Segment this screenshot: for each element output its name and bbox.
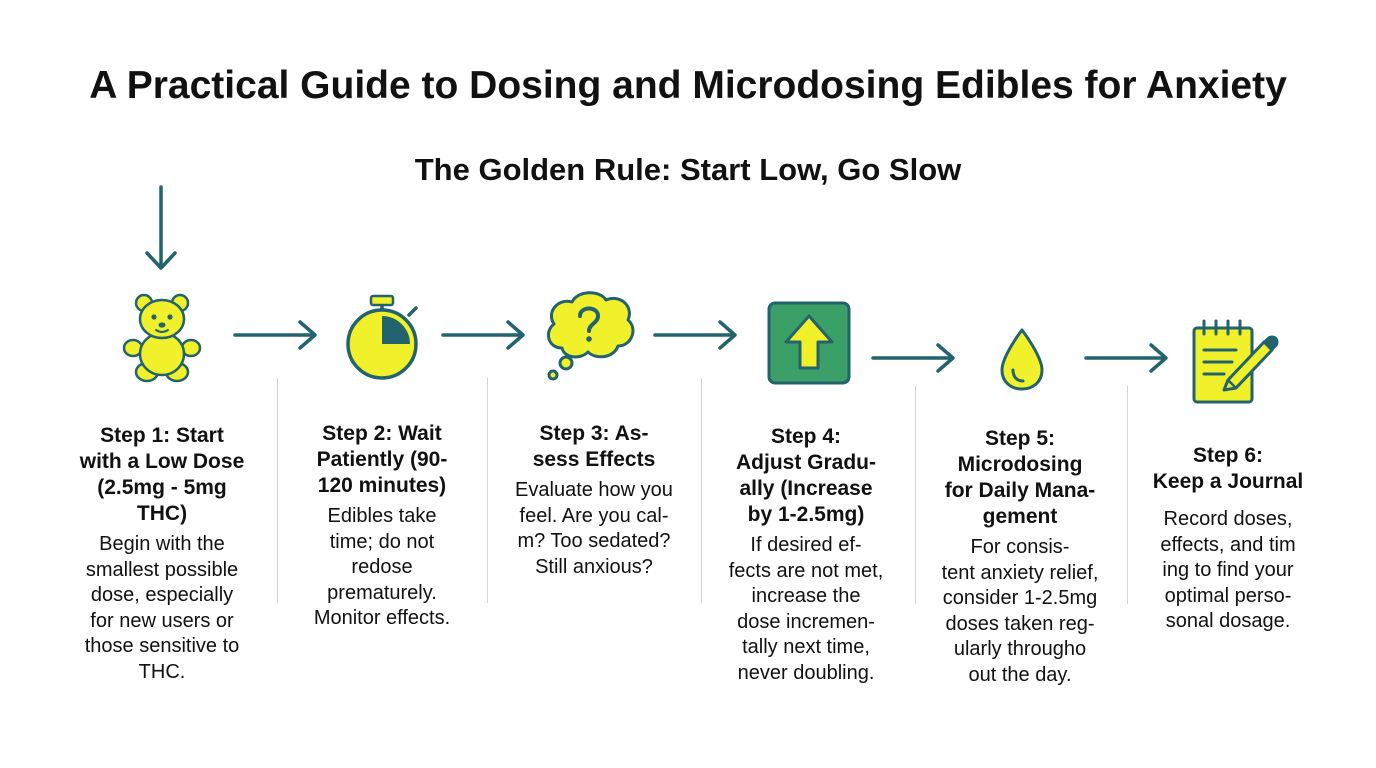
step-description: For consis- tent anxiety relief, conside…: [941, 536, 1099, 686]
step-title: Step 2: Wait Patiently (90- 120 minutes): [316, 422, 448, 497]
column-divider: [915, 386, 916, 604]
step-description: Edibles take time; do not redose prematu…: [313, 505, 451, 629]
step-title: Step 5: Microdosing for Daily Mana- geme…: [944, 427, 1096, 528]
flow-arrow-1: [233, 320, 317, 350]
step-description: Record doses, effects, and tim ing to fi…: [1160, 508, 1296, 632]
step-title: Step 4: Adjust Gradu- ally (Increase by …: [736, 425, 876, 526]
gummy-bear-icon: [122, 293, 202, 383]
droplet-icon: [1000, 328, 1044, 391]
step-4: Step 4: Adjust Gradu- ally (Increase by …: [706, 424, 906, 686]
flow-arrow-3: [653, 320, 737, 350]
step-5: Step 5: Microdosing for Daily Mana- geme…: [920, 426, 1120, 688]
column-divider: [701, 378, 702, 603]
stopwatch-icon: [346, 294, 418, 380]
step-3: Step 3: As- sess Effects Evaluate how yo…: [494, 421, 694, 580]
column-divider: [1127, 386, 1128, 604]
flow-arrow-2: [441, 320, 525, 350]
step-description: Begin with the smallest possible dose, e…: [84, 533, 240, 683]
up-arrow-box-icon: [767, 301, 851, 385]
thought-bubble-icon: [546, 291, 635, 381]
journal-pen-icon: [1192, 319, 1279, 404]
step-title: Step 6: Keep a Journal: [1152, 444, 1304, 493]
step-description: If desired ef- fects are not met, increa…: [728, 534, 884, 684]
step-1: Step 1: Start with a Low Dose (2.5mg - 5…: [62, 423, 262, 685]
step-6: Step 6: Keep a Journal Record doses, eff…: [1128, 443, 1328, 635]
flow-arrow-4: [871, 343, 955, 373]
step-2: Step 2: Wait Patiently (90- 120 minutes)…: [282, 421, 482, 632]
down-arrow-icon: [145, 185, 177, 270]
page-title: A Practical Guide to Dosing and Microdos…: [89, 64, 1287, 107]
step-title: Step 1: Start with a Low Dose (2.5mg - 5…: [79, 424, 245, 525]
page-subtitle: The Golden Rule: Start Low, Go Slow: [414, 152, 962, 187]
flow-arrow-5: [1084, 343, 1168, 373]
column-divider: [487, 378, 488, 603]
step-description: Evaluate how you feel. Are you cal- m? T…: [515, 479, 673, 578]
column-divider: [277, 378, 278, 603]
step-title: Step 3: As- sess Effects: [532, 422, 656, 471]
